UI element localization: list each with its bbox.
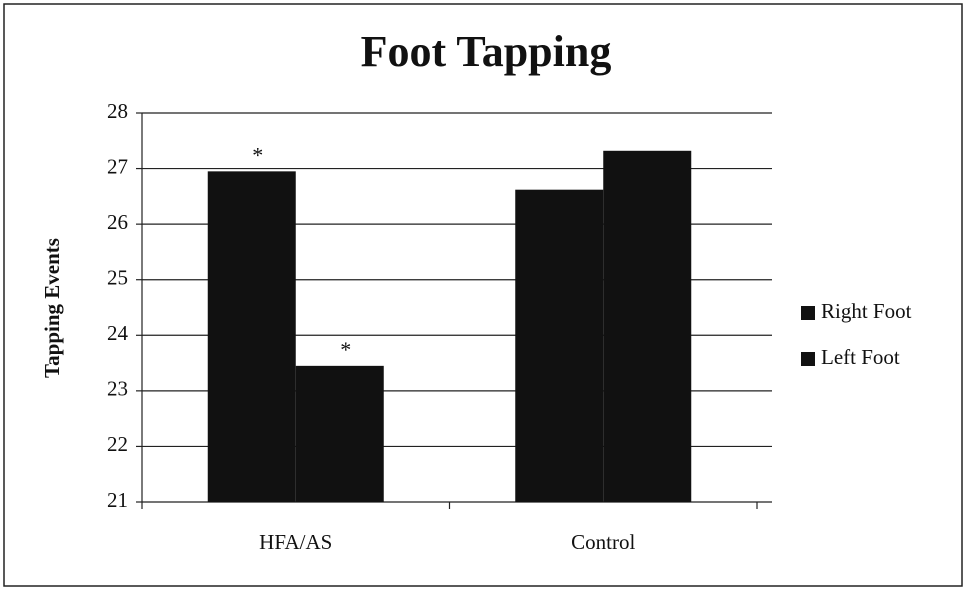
annotation: * xyxy=(340,337,351,362)
bar xyxy=(603,150,692,502)
y-tick-label: 23 xyxy=(107,377,128,401)
x-tick-label: Control xyxy=(571,530,635,554)
y-tick-label: 22 xyxy=(107,432,128,456)
bar xyxy=(295,365,384,502)
annotation: * xyxy=(252,142,263,167)
y-tick-label: 26 xyxy=(107,210,128,234)
y-tick-label: 27 xyxy=(107,154,128,178)
chart-title: Foot Tapping xyxy=(361,27,612,76)
bar xyxy=(515,189,604,502)
legend-swatch xyxy=(801,352,815,366)
y-tick-label: 25 xyxy=(107,266,128,290)
y-tick-label: 28 xyxy=(107,99,128,123)
x-tick-label: HFA/AS xyxy=(259,530,332,554)
y-axis-label: Tapping Events xyxy=(40,238,64,378)
y-tick-label: 24 xyxy=(107,321,129,345)
legend-swatch xyxy=(801,306,815,320)
legend-label: Left Foot xyxy=(821,345,900,369)
y-tick-label: 21 xyxy=(107,488,128,512)
chart-border xyxy=(3,3,963,587)
legend-label: Right Foot xyxy=(821,299,912,323)
bar xyxy=(207,171,296,502)
